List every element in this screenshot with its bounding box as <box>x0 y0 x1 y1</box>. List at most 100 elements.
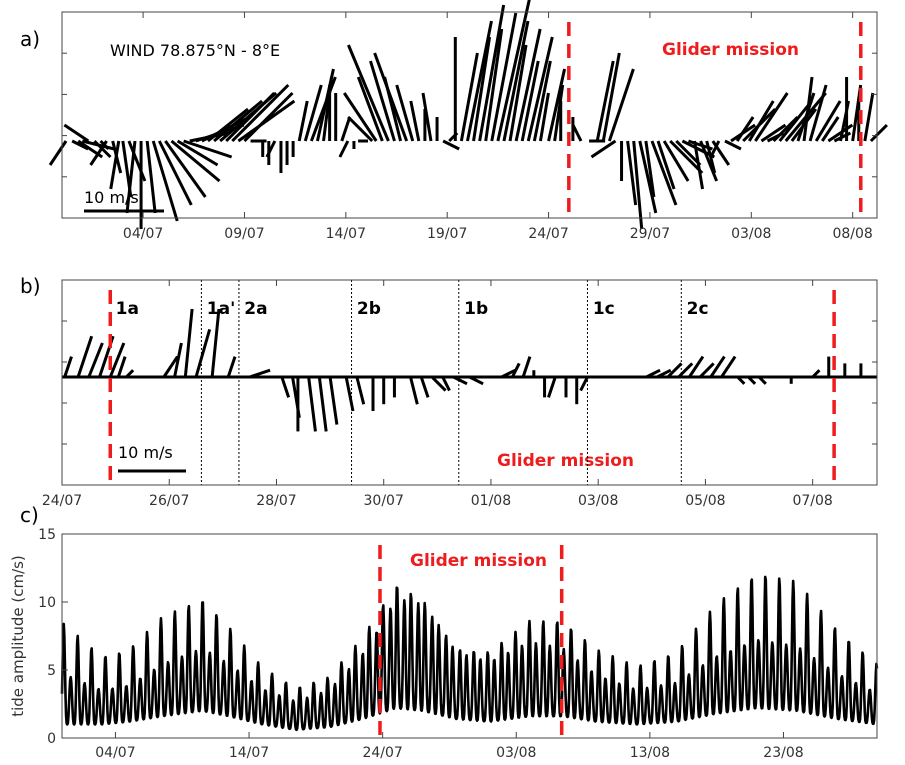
a-stick <box>520 60 540 142</box>
b-stick <box>419 376 430 398</box>
b-stick <box>736 375 746 385</box>
a-stick <box>297 100 309 142</box>
a-stick <box>145 140 157 214</box>
a-stick <box>48 140 68 166</box>
a-stick <box>590 139 617 159</box>
a-stick <box>508 44 528 142</box>
b-period-label: 1a <box>116 299 139 319</box>
c-tide-line <box>60 575 879 732</box>
b-stick <box>666 362 683 379</box>
a-stick <box>356 76 384 142</box>
c-y-tick-label: 0 <box>47 731 56 747</box>
a-stick <box>347 115 374 143</box>
a-x-tick-label: 03/08 <box>731 226 771 242</box>
a-x-tick-label: 24/07 <box>528 226 568 242</box>
b-stick <box>698 362 715 379</box>
a-stick <box>207 107 249 143</box>
b-stick <box>194 328 212 378</box>
b-period-label: 1a' <box>207 299 236 319</box>
b-stick <box>63 356 73 378</box>
panel-b: b) Glider mission 10 m/s 1a 1a' 2a 2b 1b 1c 2c… <box>20 274 878 509</box>
b-stick <box>317 376 328 432</box>
b-stick <box>579 376 589 392</box>
a-x-tick-label: 19/07 <box>427 226 467 242</box>
panel-c-mission-label: Glider mission <box>410 551 547 571</box>
b-x-tick-label: 24/07 <box>42 493 82 509</box>
panel-a-scale-label: 10 m/s <box>84 188 139 207</box>
c-x-tick-label: 03/08 <box>496 745 536 761</box>
b-stick <box>441 376 451 392</box>
a-stick <box>709 140 721 158</box>
a-stick <box>601 52 621 142</box>
a-stick <box>650 140 678 206</box>
b-stick <box>173 342 183 378</box>
a-stick <box>109 140 121 190</box>
c-y-tick-label: 5 <box>47 663 56 679</box>
b-period-label: 2c <box>687 299 709 319</box>
a-stick <box>63 123 90 143</box>
a-stick <box>669 139 704 175</box>
b-x-tick-label: 03/08 <box>578 493 618 509</box>
a-stick <box>225 91 276 143</box>
a-stick <box>735 116 755 142</box>
a-stick <box>125 140 137 214</box>
a-x-tick-label: 29/07 <box>630 226 670 242</box>
a-stick <box>395 84 415 142</box>
b-period-label: 1c <box>593 299 615 319</box>
a-stick <box>338 140 350 158</box>
b-stick <box>452 375 468 386</box>
b-period-label: 2a <box>244 299 267 319</box>
b-stick <box>501 368 516 379</box>
a-stick <box>547 68 567 142</box>
b-stick <box>226 356 237 378</box>
a-stick <box>595 60 615 142</box>
a-stick <box>373 52 409 142</box>
a-stick <box>644 140 656 198</box>
c-x-tick-label: 24/07 <box>362 745 402 761</box>
a-stick <box>532 60 552 142</box>
b-stick <box>688 355 705 378</box>
a-stick <box>724 139 742 151</box>
b-stick <box>116 356 127 378</box>
c-x-tick-label: 14/07 <box>229 745 269 761</box>
a-stick <box>421 92 433 142</box>
panel-c-series <box>60 575 879 732</box>
a-stick <box>478 4 506 142</box>
panel-c: c) tide amplitude (cm/s) Glider mission … <box>9 503 879 761</box>
a-stick <box>472 36 492 142</box>
a-x-tick-label: 14/07 <box>326 226 366 242</box>
b-x-tick-label: 05/08 <box>685 493 725 509</box>
b-stick <box>430 375 447 392</box>
b-stick <box>328 376 339 425</box>
a-stick <box>342 92 378 142</box>
a-stick <box>632 140 644 230</box>
c-y-tick-label: 10 <box>38 595 56 611</box>
b-stick <box>757 375 767 385</box>
a-stick <box>821 116 840 142</box>
a-stick <box>662 140 690 182</box>
panel-c-mission-lines <box>378 545 564 738</box>
b-stick <box>645 368 661 379</box>
panel-c-y-ticks: 0 5 10 15 <box>38 527 68 747</box>
a-stick <box>772 115 799 143</box>
a-stick <box>863 92 875 142</box>
b-stick <box>183 308 194 378</box>
b-stick <box>355 376 366 405</box>
c-x-tick-label: 04/07 <box>95 745 135 761</box>
b-stick <box>468 375 484 386</box>
a-stick <box>502 20 530 142</box>
b-stick <box>125 369 135 379</box>
c-y-tick-label: 15 <box>38 527 56 543</box>
a-stick <box>496 0 531 142</box>
a-stick <box>151 140 179 222</box>
a-stick <box>808 84 828 142</box>
panel-c-frame <box>61 533 878 739</box>
a-stick <box>176 139 219 167</box>
a-stick <box>778 100 813 142</box>
c-x-tick-label: 13/08 <box>630 745 670 761</box>
a-stick <box>571 124 583 142</box>
a-stick <box>607 68 635 142</box>
a-stick <box>827 123 854 143</box>
b-x-tick-label: 07/08 <box>792 493 832 509</box>
